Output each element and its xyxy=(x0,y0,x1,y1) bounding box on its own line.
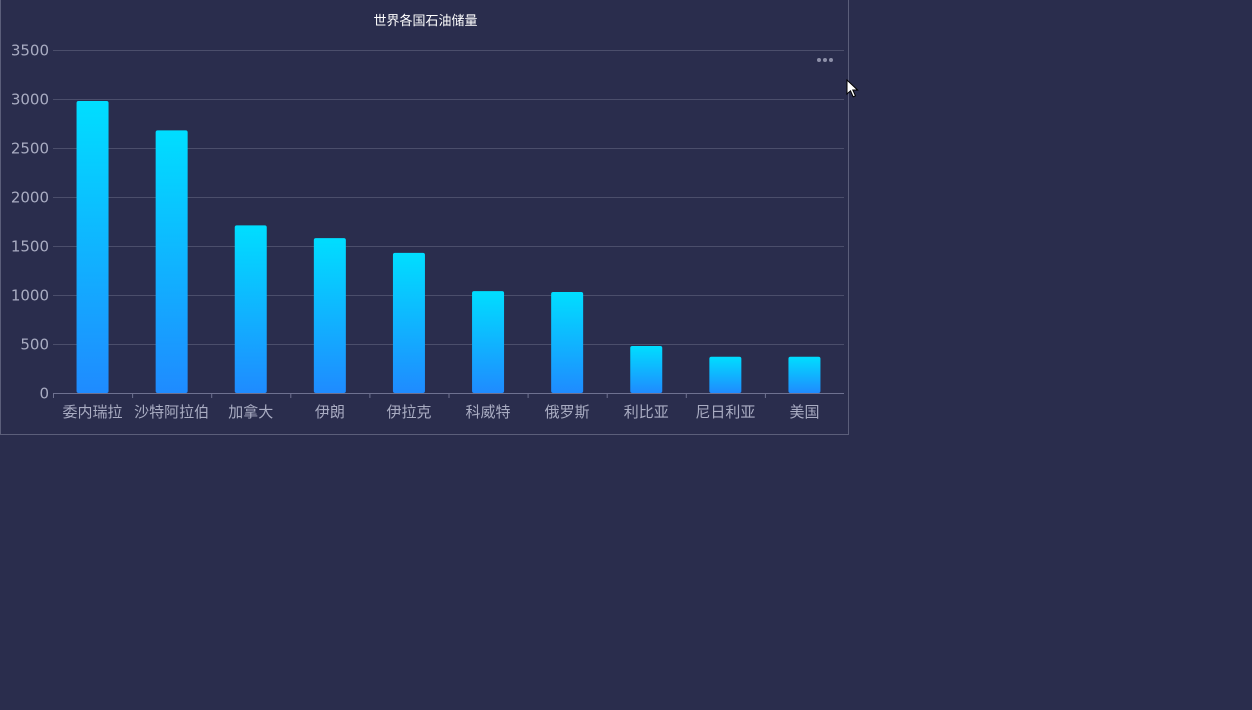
bar-9[interactable] xyxy=(788,356,821,393)
y-tick-label: 3000 xyxy=(11,91,49,109)
y-tick-label: 0 xyxy=(39,385,49,403)
y-axis-ticks: 0 500 1000 1500 2000 2500 3000 3500 xyxy=(11,42,49,403)
more-horizontal-icon-dot xyxy=(829,58,833,62)
y-tick-label: 1500 xyxy=(11,238,49,256)
x-tick-label: 美国 xyxy=(789,403,819,421)
bar-0[interactable] xyxy=(76,100,109,394)
more-horizontal-icon-dot xyxy=(823,58,827,62)
x-tick-label: 科威特 xyxy=(466,403,511,421)
bar-5[interactable] xyxy=(472,291,505,393)
bar-6[interactable] xyxy=(551,292,584,393)
more-options-button[interactable] xyxy=(813,52,837,68)
bar-7[interactable] xyxy=(630,345,663,393)
bar-3[interactable] xyxy=(313,238,346,393)
y-tick-label: 2000 xyxy=(11,189,49,207)
mouse-cursor-icon xyxy=(846,79,859,98)
more-horizontal-icon-dot xyxy=(817,58,821,62)
grid-lines xyxy=(53,50,844,345)
y-tick-label: 2500 xyxy=(11,140,49,158)
bar-2[interactable] xyxy=(234,225,267,393)
x-tick-label: 沙特阿拉伯 xyxy=(134,403,209,421)
y-tick-label: 1000 xyxy=(11,287,49,305)
x-tick-label: 俄罗斯 xyxy=(545,403,590,421)
chart-panel: 世界各国石油储量 0 500 1000 1500 2000 2500 3000 3500 委内… xyxy=(0,0,849,435)
bar-4[interactable] xyxy=(392,252,425,393)
x-tick-label: 伊朗 xyxy=(315,403,345,421)
x-tick-label: 委内瑞拉 xyxy=(63,403,123,421)
chart-title: 世界各国石油储量 xyxy=(373,14,478,29)
axes xyxy=(53,393,844,398)
bar-1[interactable] xyxy=(155,130,188,394)
x-tick-label: 伊拉克 xyxy=(386,403,431,421)
bars xyxy=(76,100,821,394)
bar-8[interactable] xyxy=(709,356,742,393)
x-tick-label: 加拿大 xyxy=(228,403,273,421)
y-tick-label: 3500 xyxy=(11,42,49,60)
x-axis-ticks: 委内瑞拉 沙特阿拉伯 加拿大 伊朗 伊拉克 科威特 俄罗斯 利比亚 尼日利亚 美国 xyxy=(63,403,820,421)
x-tick-label: 利比亚 xyxy=(624,403,669,421)
y-tick-label: 500 xyxy=(20,336,49,354)
x-tick-label: 尼日利亚 xyxy=(695,403,755,421)
bar-chart: 0 500 1000 1500 2000 2500 3000 3500 委内瑞拉 沙特阿拉伯 加拿… xyxy=(11,42,844,421)
